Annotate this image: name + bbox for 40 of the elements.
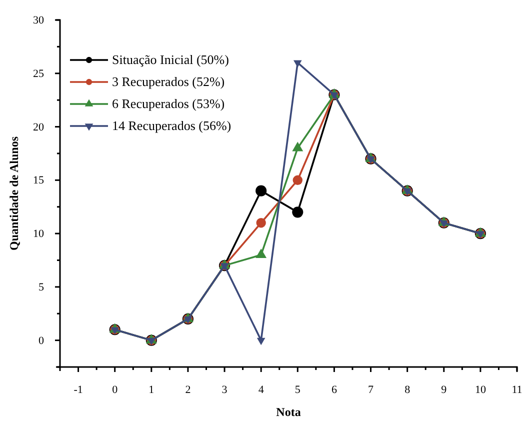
x-tick-label: 9: [441, 384, 448, 396]
y-tick-label: 20: [33, 121, 44, 134]
point: [366, 156, 375, 164]
x-tick-label: 2: [185, 384, 191, 396]
legend-label: Situação Inicial (50%): [112, 52, 229, 67]
point: [403, 188, 412, 196]
x-tick-label: 4: [258, 384, 264, 396]
x-tick-label: 5: [294, 384, 301, 396]
y-tick-label: 10: [33, 228, 44, 240]
point: [256, 338, 266, 346]
point: [330, 92, 338, 100]
legend-label: 3 Recuperados (52%): [112, 74, 225, 89]
y-tick-label: 25: [33, 68, 44, 80]
x-tick-label: 6: [331, 384, 338, 396]
point: [292, 175, 302, 185]
x-tick-label: 3: [222, 384, 228, 396]
y-axis-title: Quantidade de Alunos: [7, 136, 21, 251]
legend-label: 14 Recuperados (56%): [112, 118, 232, 133]
x-tick-label: 10: [474, 384, 486, 396]
point: [110, 327, 119, 334]
point: [256, 185, 267, 196]
point: [184, 316, 192, 324]
point: [292, 206, 304, 218]
legend-label: 6 Recuperados (53%): [112, 96, 225, 111]
y-tick-label: 0: [38, 334, 44, 347]
x-tick-label: 0: [112, 384, 118, 396]
point: [147, 338, 156, 346]
x-tick-label: -1: [74, 384, 83, 396]
point: [293, 60, 302, 68]
x-tick-label: 8: [404, 384, 411, 396]
y-tick-label: 5: [38, 281, 44, 294]
x-tick-label: 11: [512, 384, 522, 396]
x-axis-title: Nota: [276, 405, 301, 419]
y-tick-label: 30: [33, 14, 44, 27]
point: [220, 263, 229, 270]
point: [476, 231, 485, 238]
y-tick-label: 15: [33, 174, 44, 187]
x-tick-label: 7: [368, 384, 374, 396]
x-tick-label: 1: [148, 384, 154, 396]
point: [256, 218, 266, 228]
